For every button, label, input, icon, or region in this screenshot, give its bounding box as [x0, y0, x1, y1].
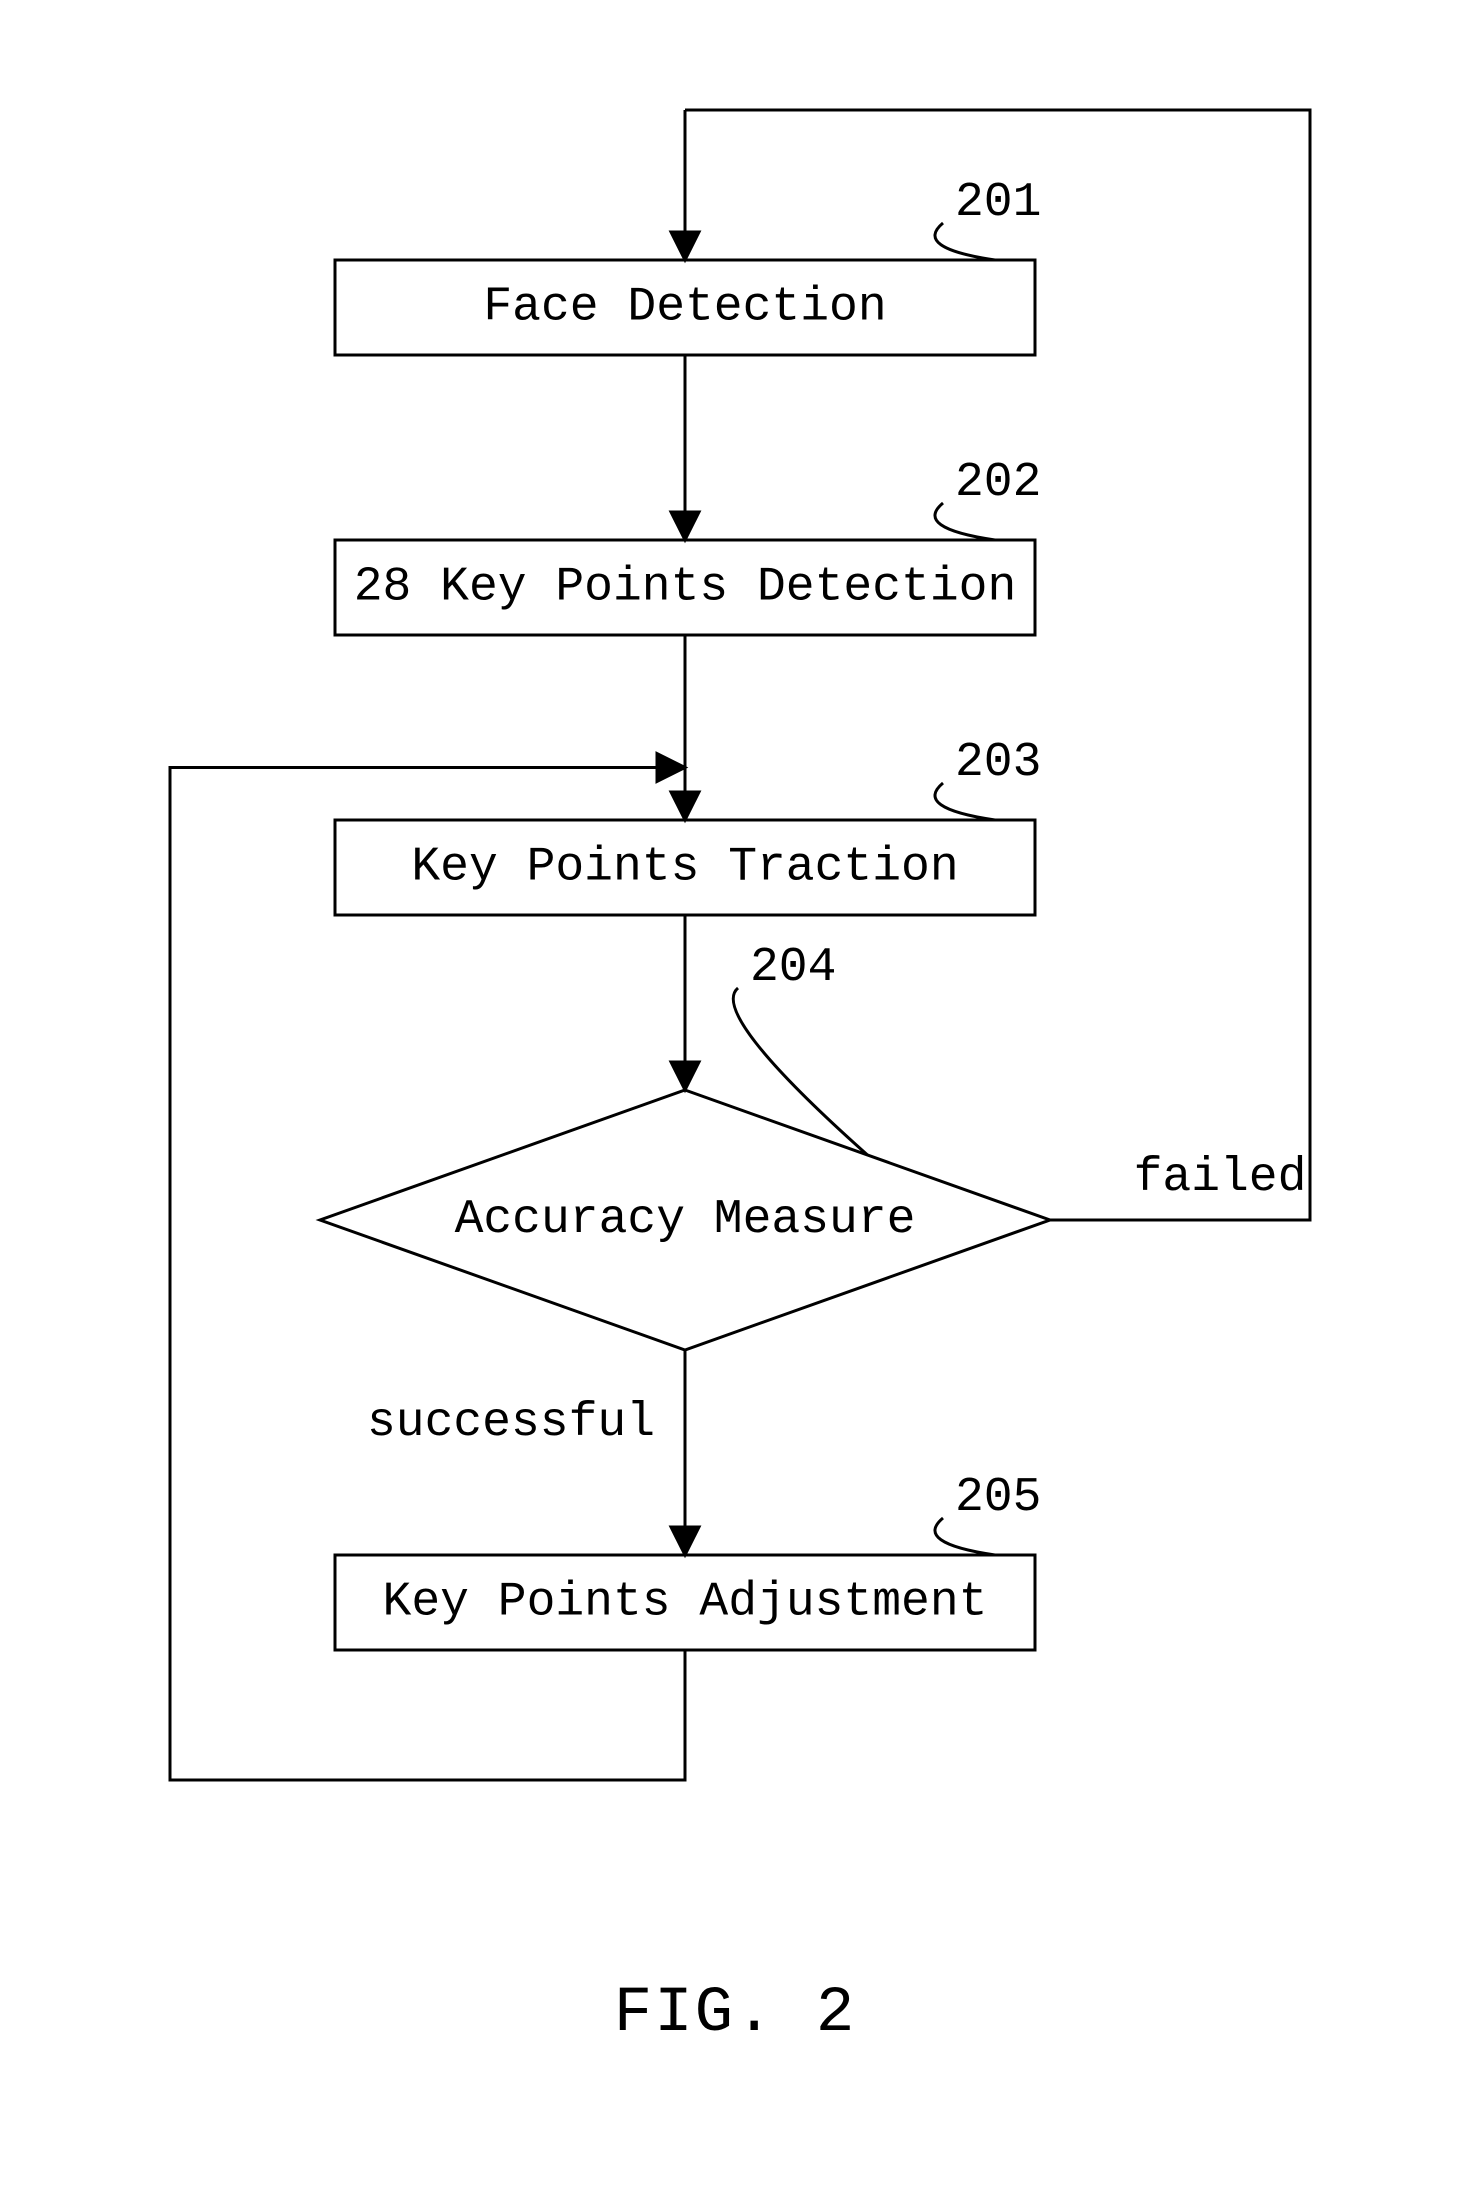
node-label: Key Points Adjustment [383, 1576, 988, 1630]
figure-caption: FIG. 2 [614, 1978, 856, 2050]
node-ref-label: 203 [955, 736, 1041, 790]
node-label: Face Detection [483, 281, 886, 335]
edge-label: failed [1134, 1151, 1307, 1205]
node-ref-label: 201 [955, 176, 1041, 230]
node-ref-label: 202 [955, 456, 1041, 510]
node-label: Accuracy Measure [455, 1193, 916, 1247]
edge-label: successful [367, 1396, 655, 1450]
node-label: Key Points Traction [411, 841, 958, 895]
node-ref-label: 205 [955, 1471, 1041, 1525]
node-label: 28 Key Points Detection [354, 561, 1017, 615]
node-ref-label: 204 [750, 941, 836, 995]
